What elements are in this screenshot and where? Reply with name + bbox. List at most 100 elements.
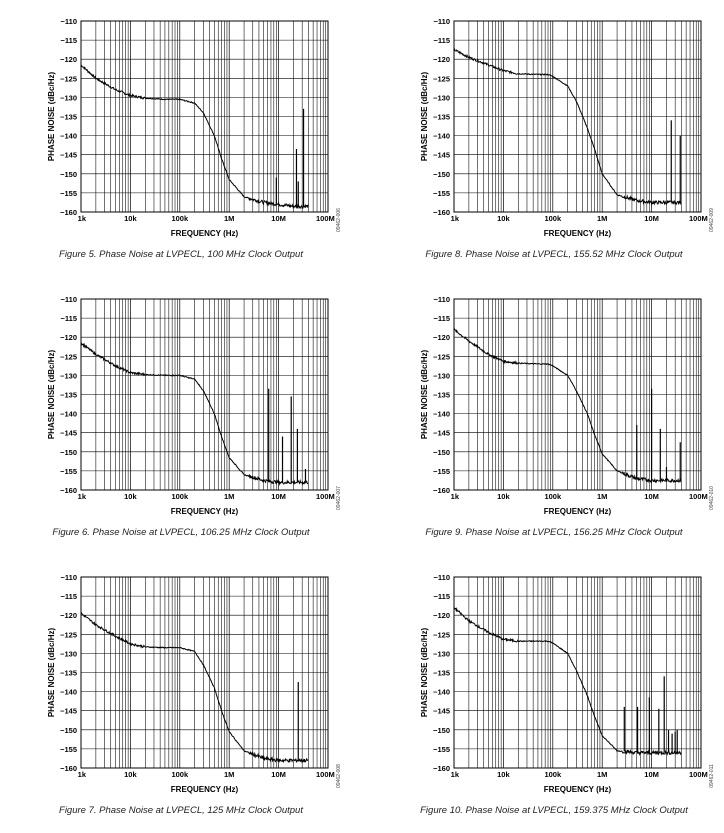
chart-svg: −110 −115 −120 −125 −130 −135 −140 −145 −150 −155… [420, 295, 715, 516]
y-tick-label: −120 [60, 611, 77, 620]
y-tick-label: −115 [61, 592, 77, 601]
x-axis-title: FREQUENCY (Hz) [171, 785, 239, 794]
y-tick-label: −155 [433, 189, 450, 198]
plot-frame [453, 576, 702, 769]
phase-noise-trace [453, 606, 682, 757]
y-axis-title: PHASE NOISE (dBc/Hz) [420, 349, 429, 439]
y-tick-label: −160 [60, 764, 77, 773]
x-tick-label: 1k [451, 214, 460, 223]
phase-noise-chart: −110 −115 −120 −125 −130 −135 −140 −145 −150 −155… [0, 556, 362, 833]
chart-svg: −110 −115 −120 −125 −130 −135 −140 −145 −150 −155… [420, 573, 715, 794]
y-tick-label: −130 [60, 93, 77, 102]
x-tick-label: 100k [171, 214, 189, 223]
x-axis-title: FREQUENCY (Hz) [171, 229, 239, 238]
x-axis-title: FREQUENCY (Hz) [544, 785, 612, 794]
y-tick-label: −125 [60, 74, 77, 83]
y-tick-label: −135 [433, 113, 450, 122]
y-tick-label: −110 [434, 295, 450, 304]
y-tick-label: −150 [60, 726, 77, 735]
phase-noise-chart: −110 −115 −120 −125 −130 −135 −140 −145 −150 −155… [373, 556, 724, 833]
figure-caption: Figure 8. Phase Noise at LVPECL, 155.52 … [425, 249, 683, 260]
x-tick-label: 1k [451, 492, 460, 501]
x-tick-label: 1M [224, 770, 234, 779]
x-tick-label: 100k [544, 770, 562, 779]
y-tick-label: −140 [60, 410, 77, 419]
y-tick-label: −155 [433, 745, 450, 754]
y-tick-label: −145 [433, 429, 450, 438]
chart-svg: −110 −115 −120 −125 −130 −135 −140 −145 −150 −155… [420, 17, 715, 238]
y-tick-label: −140 [433, 688, 450, 697]
y-tick-label: −155 [433, 467, 450, 476]
phase-noise-chart: −110 −115 −120 −125 −130 −135 −140 −145 −150 −155… [373, 0, 724, 277]
phase-noise-trace [80, 342, 309, 487]
y-tick-label: −160 [433, 764, 450, 773]
x-tick-label: 1M [597, 214, 607, 223]
figure-id: 09462-010 [709, 486, 715, 510]
y-tick-label: −120 [60, 333, 77, 342]
y-tick-label: −135 [60, 113, 77, 122]
y-tick-label: −160 [60, 208, 77, 217]
x-tick-label: 10k [124, 770, 137, 779]
chart-svg: −110 −115 −120 −125 −130 −135 −140 −145 −150 −155… [47, 573, 342, 794]
x-tick-label: 10M [644, 492, 659, 501]
figure-caption: Figure 10. Phase Noise at LVPECL, 159.37… [420, 805, 688, 816]
phase-noise-trace [453, 48, 682, 207]
x-tick-label: 10k [497, 492, 510, 501]
y-axis-title: PHASE NOISE (dBc/Hz) [47, 71, 56, 161]
y-tick-label: −150 [60, 448, 77, 457]
plot-frame [80, 20, 329, 213]
x-tick-label: 10k [497, 770, 510, 779]
x-tick-label: 10M [271, 770, 286, 779]
figure-id: 09462-011 [709, 764, 715, 788]
x-tick-label: 100k [171, 492, 189, 501]
figure-id: 09462-006 [336, 208, 342, 232]
y-tick-label: −110 [434, 573, 450, 582]
x-tick-label: 1k [78, 492, 87, 501]
phase-noise-chart: −110 −115 −120 −125 −130 −135 −140 −145 −150 −155… [373, 278, 724, 555]
x-tick-label: 1M [597, 770, 607, 779]
y-tick-label: −140 [433, 132, 450, 141]
x-tick-label: 1k [451, 770, 460, 779]
x-axis-title: FREQUENCY (Hz) [544, 229, 612, 238]
figure-caption: Figure 5. Phase Noise at LVPECL, 100 MHz… [59, 249, 303, 260]
y-tick-label: −155 [60, 745, 77, 754]
figure-id: 09462-008 [336, 764, 342, 788]
y-tick-label: −140 [60, 688, 77, 697]
y-tick-label: −155 [60, 467, 77, 476]
grid [453, 298, 701, 491]
y-tick-label: −145 [60, 707, 77, 716]
y-tick-label: −135 [60, 669, 77, 678]
y-tick-label: −120 [433, 333, 450, 342]
x-tick-label: 100M [316, 770, 335, 779]
phase-noise-trace [453, 328, 682, 484]
x-tick-label: 1k [78, 214, 87, 223]
x-tick-label: 100M [316, 214, 335, 223]
x-tick-label: 10M [271, 214, 286, 223]
y-tick-label: −160 [433, 486, 450, 495]
y-tick-label: −110 [61, 573, 77, 582]
x-tick-label: 100M [316, 492, 335, 501]
x-tick-label: 100M [689, 214, 708, 223]
x-axis-title: FREQUENCY (Hz) [544, 507, 612, 516]
figure-caption: Figure 6. Phase Noise at LVPECL, 106.25 … [52, 527, 310, 538]
y-tick-label: −150 [433, 726, 450, 735]
y-tick-label: −115 [61, 314, 77, 323]
grid [453, 20, 701, 213]
y-tick-label: −115 [61, 36, 77, 45]
y-tick-label: −160 [60, 486, 77, 495]
y-tick-label: −125 [433, 630, 450, 639]
figure-caption: Figure 7. Phase Noise at LVPECL, 125 MHz… [59, 805, 303, 816]
x-tick-label: 10k [124, 492, 137, 501]
y-tick-label: −130 [433, 649, 450, 658]
y-tick-label: −130 [60, 649, 77, 658]
figure-id: 09462-009 [709, 208, 715, 232]
y-tick-label: −140 [60, 132, 77, 141]
phase-noise-trace [80, 64, 309, 210]
x-tick-label: 1M [224, 492, 234, 501]
y-axis-title: PHASE NOISE (dBc/Hz) [420, 627, 429, 717]
x-tick-label: 10M [644, 214, 659, 223]
y-tick-label: −145 [60, 429, 77, 438]
plot-frame [453, 20, 702, 213]
x-tick-label: 1M [597, 492, 607, 501]
y-tick-label: −145 [60, 151, 77, 160]
